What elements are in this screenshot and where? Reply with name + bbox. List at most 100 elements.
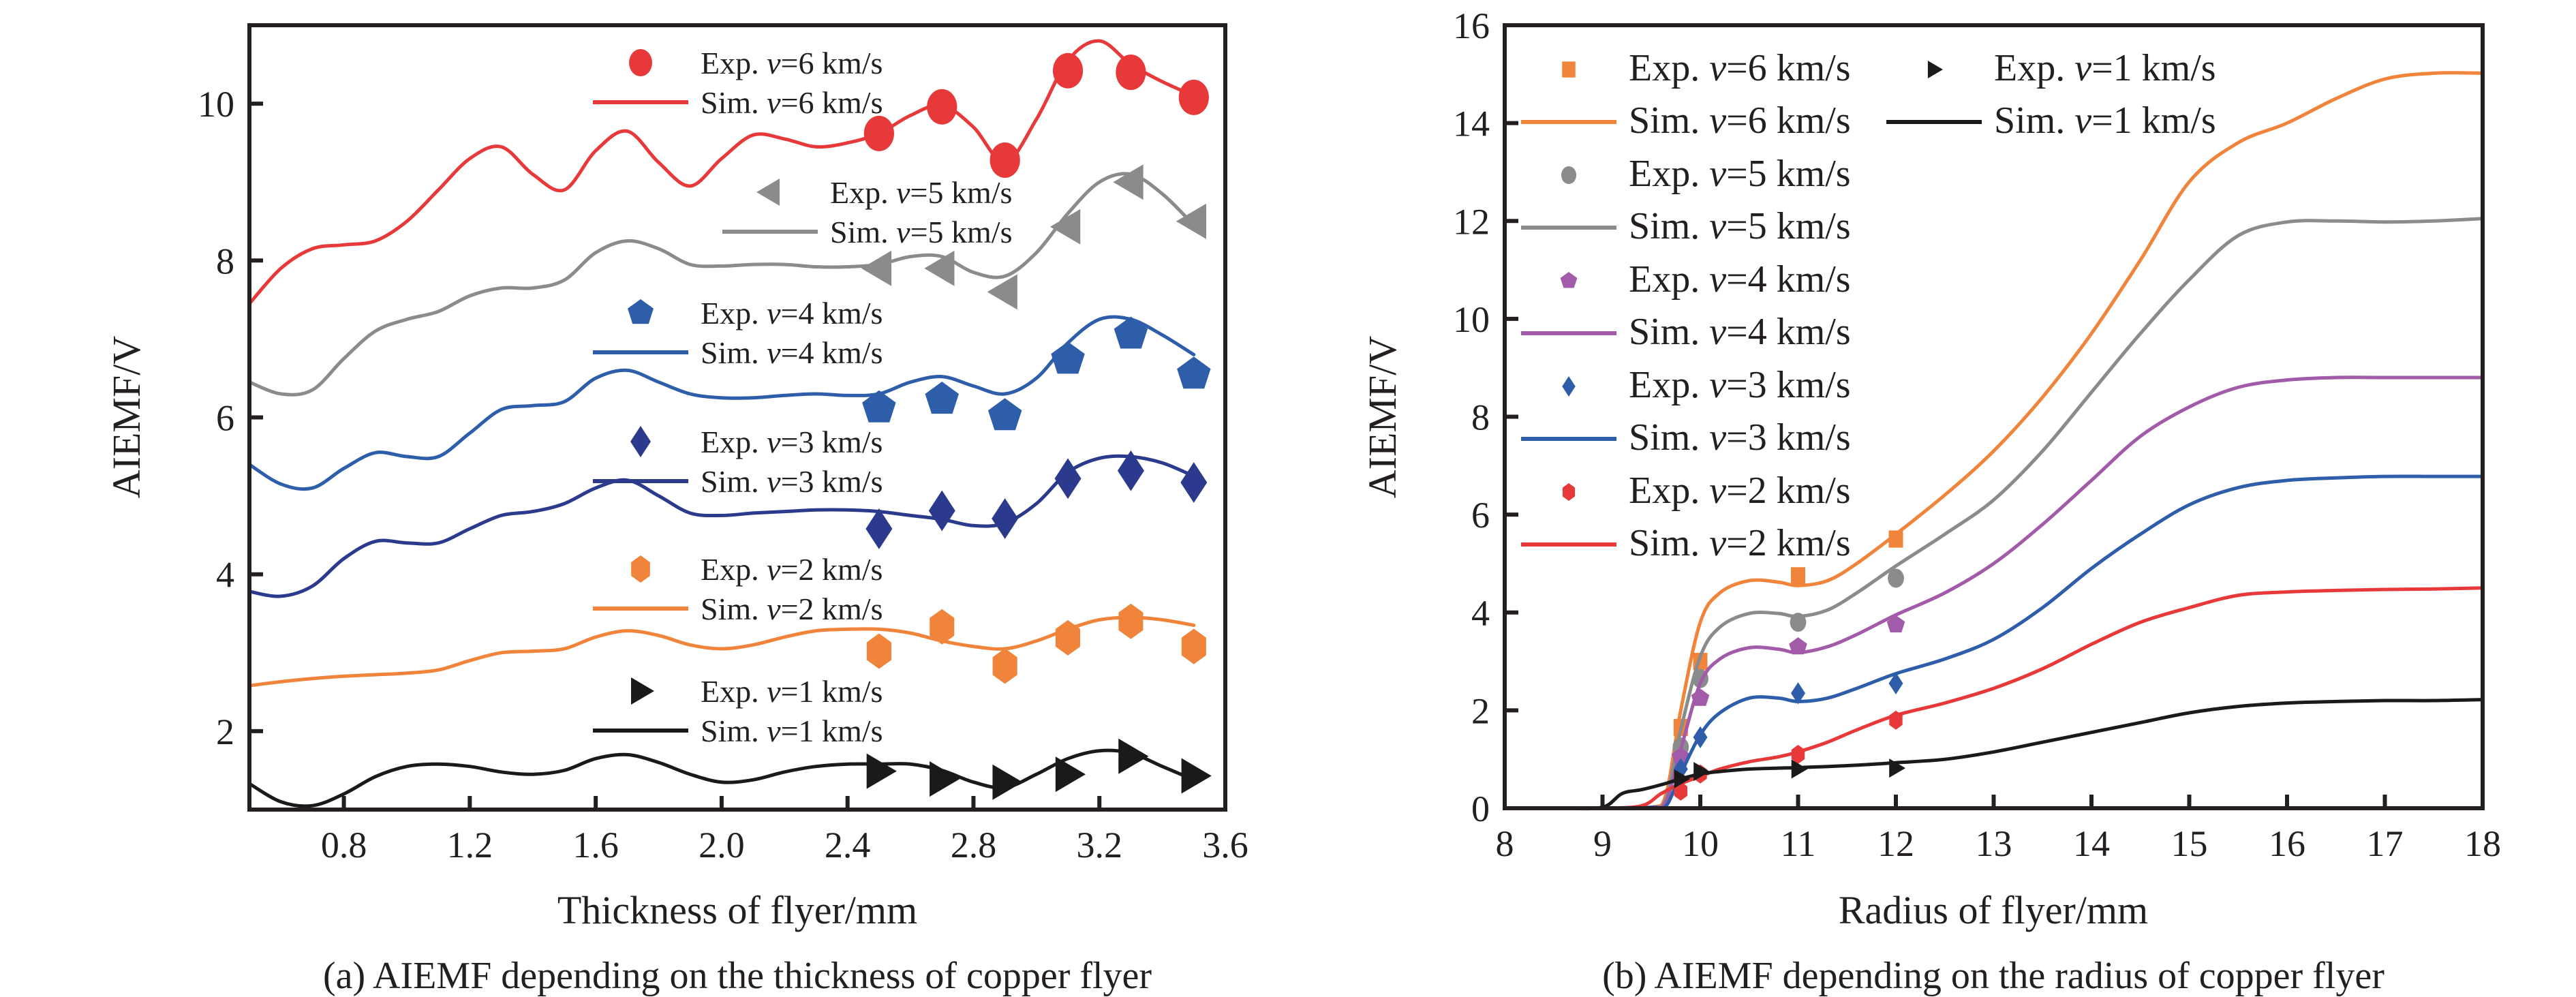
exp-point [1888, 672, 1903, 694]
y-tick-label: 16 [1453, 5, 1490, 46]
exp-point [1791, 759, 1808, 779]
legend-item-exp: Exp. v=3 km/s [630, 425, 883, 459]
exp-point [1177, 356, 1211, 389]
sim-line [247, 172, 1196, 397]
legend-label: Sim. v=4 km/s [1629, 311, 1851, 353]
exp-point [1889, 758, 1905, 778]
y-tick-label: 8 [1471, 397, 1490, 438]
panel-a-caption: (a) AIEMF depending on the thickness of … [323, 955, 1152, 997]
x-tick-label: 2.8 [951, 825, 997, 865]
series-v-5-km-s [1561, 217, 2485, 810]
legend-item-exp: Exp. v=1 km/s [1927, 47, 2216, 89]
legend-item-sim: Sim. v=4 km/s [593, 335, 883, 370]
legend-item-sim: Sim. v=5 km/s [722, 215, 1012, 249]
legend-item-sim: Sim. v=1 km/s [1886, 99, 2216, 142]
exp-point [1176, 203, 1207, 239]
x-tick-label: 13 [1976, 823, 2012, 864]
sim-line [247, 615, 1196, 688]
exp-point [1181, 758, 1212, 794]
exp-point [1693, 762, 1710, 782]
legend-item-sim: Sim. v=6 km/s [593, 85, 883, 120]
panel-a-x-axis-title: Thickness of flyer/mm [557, 888, 917, 932]
exp-point [1674, 769, 1691, 788]
exp-point [1054, 458, 1082, 500]
x-tick-label: 18 [2464, 823, 2501, 864]
x-tick-label: 16 [2269, 823, 2305, 864]
legend-marker [631, 677, 654, 705]
exp-point [1178, 79, 1209, 115]
exp-point [862, 390, 896, 423]
exp-point [925, 382, 959, 414]
legend-label: Exp. v=1 km/s [1994, 47, 2216, 89]
legend-label: Exp. v=3 km/s [1629, 364, 1851, 406]
exp-point [1889, 710, 1903, 730]
legend-item-exp: Exp. v=2 km/s [631, 552, 883, 587]
x-tick-label: 1.2 [447, 825, 493, 865]
exp-point [930, 761, 960, 797]
exp-point [930, 609, 955, 645]
series-v-2-km-s [247, 603, 1206, 688]
sim-line [1561, 698, 2485, 811]
legend-item-exp: Exp. v=4 km/s [628, 296, 883, 331]
exp-point [861, 250, 892, 286]
legend-label: Sim. v=4 km/s [701, 335, 883, 370]
legend-label: Exp. v=3 km/s [701, 425, 883, 459]
x-tick-label: 0.8 [321, 825, 367, 865]
exp-point [1052, 52, 1084, 89]
legend-marker [630, 426, 651, 457]
legend-label: Sim. v=2 km/s [701, 592, 883, 626]
legend-label: Sim. v=6 km/s [1629, 99, 1851, 142]
y-tick-label: 4 [1471, 593, 1490, 634]
y-tick-label: 2 [216, 711, 234, 752]
exp-point [1693, 726, 1708, 748]
legend-marker [628, 299, 654, 324]
legend-item-sim: Sim. v=5 km/s [1521, 205, 1851, 247]
sim-line [1561, 71, 2485, 811]
legend-item-sim: Sim. v=2 km/s [1521, 522, 1851, 564]
legend-item-sim: Sim. v=1 km/s [593, 714, 883, 748]
series-v-6-km-s [247, 39, 1209, 306]
series-v-5-km-s [247, 164, 1207, 397]
exp-point [987, 274, 1017, 310]
exp-point [1672, 747, 1690, 765]
y-tick-label: 4 [216, 555, 234, 596]
legend-label: Exp. v=4 km/s [1629, 258, 1851, 301]
exp-point [1691, 688, 1710, 706]
y-tick-label: 14 [1453, 104, 1490, 144]
x-tick-label: 12 [1877, 823, 1914, 864]
legend-item-exp: Exp. v=6 km/s [629, 46, 883, 80]
sim-line [247, 454, 1196, 598]
x-tick-label: 2.4 [825, 825, 871, 865]
panel-b-caption: (b) AIEMF depending on the radius of cop… [1602, 955, 2385, 997]
exp-point [992, 498, 1019, 539]
legend-label: Sim. v=3 km/s [701, 464, 883, 499]
panel-a-y-axis-title: AIEMF/V [104, 336, 149, 499]
legend-item-sim: Sim. v=3 km/s [1521, 416, 1851, 459]
legend-item-exp: Exp. v=6 km/s [1562, 47, 1851, 89]
series-v-1-km-s [1561, 698, 2485, 811]
y-tick-label: 6 [216, 398, 234, 439]
y-tick-label: 8 [216, 241, 234, 281]
exp-point [1791, 567, 1805, 585]
exp-point [1118, 738, 1149, 774]
legend-item-exp: Exp. v=3 km/s [1562, 364, 1851, 406]
exp-point [1790, 613, 1807, 632]
exp-point [866, 633, 891, 669]
exp-point [1791, 682, 1805, 705]
legend-label: Exp. v=2 km/s [1629, 470, 1851, 512]
exp-point [990, 142, 1020, 178]
x-tick-label: 1.6 [572, 825, 619, 865]
legend-label: Sim. v=2 km/s [1629, 522, 1851, 564]
exp-point [1116, 55, 1146, 91]
panel-b-x-axis-title: Radius of flyer/mm [1839, 888, 2148, 932]
exp-point [1114, 316, 1148, 349]
panel-b-series [1561, 71, 2485, 811]
legend-label: Exp. v=1 km/s [701, 674, 883, 709]
exp-point [1791, 745, 1805, 764]
legend-item-exp: Exp. v=2 km/s [1562, 470, 1851, 512]
x-tick-label: 11 [1781, 823, 1816, 864]
series-v-4-km-s [247, 315, 1211, 491]
panel-b-y-axis-title: AIEMF/V [1360, 336, 1405, 499]
legend-item-exp: Exp. v=5 km/s [756, 175, 1012, 210]
exp-point [1056, 619, 1081, 656]
